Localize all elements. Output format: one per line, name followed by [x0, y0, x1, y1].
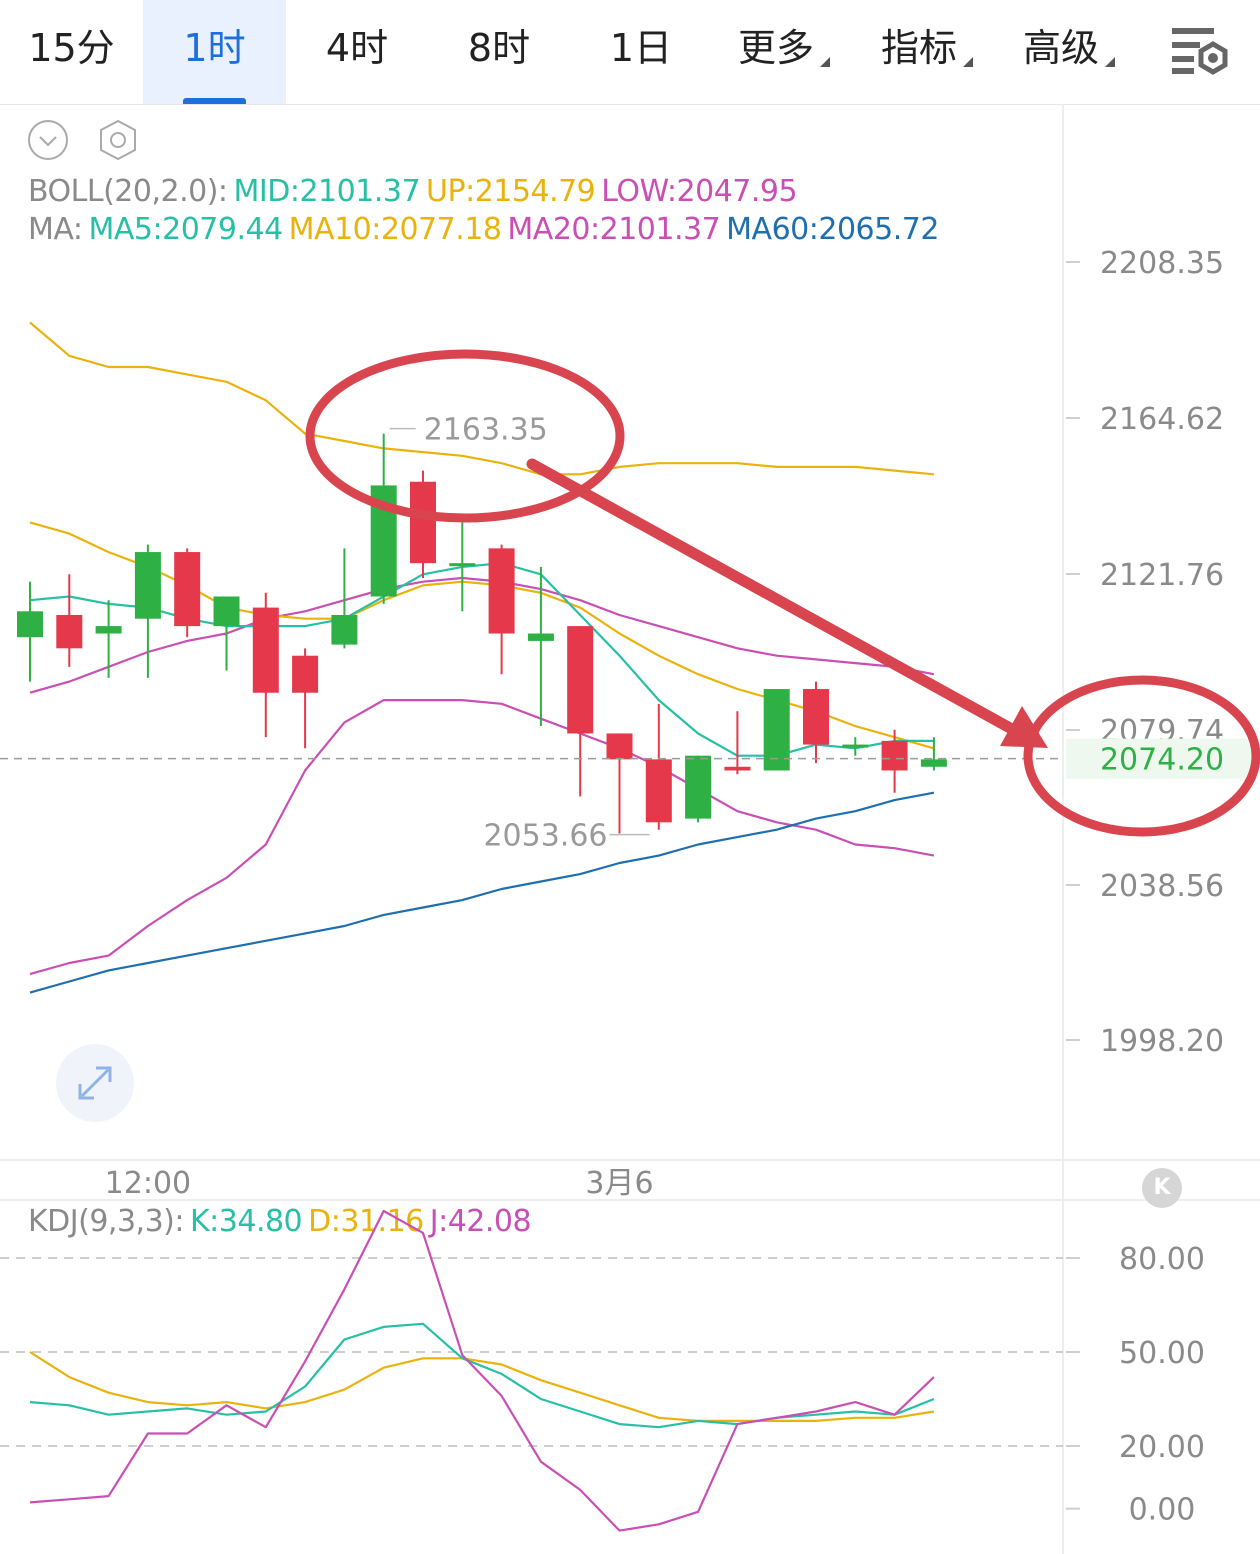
tab-5[interactable]: 更多 [712, 0, 856, 104]
price-tick-label: 2121.76 [1100, 558, 1224, 593]
candle-body [645, 759, 672, 823]
ma10-value: MA10:2077.18 [288, 212, 502, 247]
candle-body [803, 689, 829, 745]
high-circle-annotation [305, 349, 625, 523]
price-tick-label: 1998.20 [1100, 1024, 1224, 1059]
candle-body [174, 552, 201, 627]
kdj-tick-label: 20.00 [1119, 1430, 1205, 1465]
price-tick-label: 2164.62 [1100, 402, 1224, 437]
candle-body [920, 759, 947, 767]
high-price-label: 2163.35 [424, 413, 548, 448]
ma10-line [29, 521, 935, 750]
candle-body [410, 481, 436, 564]
ma60-value: MA60:2065.72 [726, 212, 939, 247]
indicator-settings-icon[interactable] [96, 118, 140, 162]
candle-body [449, 563, 476, 567]
tab-label: 1日 [609, 26, 673, 70]
jump-to-latest-icon[interactable]: K [1142, 1168, 1182, 1208]
current-price-label: 2074.20 [1100, 743, 1224, 778]
time-axis-label: 12:00 [105, 1166, 191, 1201]
candle-body [252, 607, 279, 693]
dropdown-caret-icon [963, 57, 973, 67]
main-plot [17, 321, 947, 994]
dropdown-caret-icon [1105, 57, 1115, 67]
boll-up-value: UP:2154.79 [426, 174, 596, 209]
kdj-label: KDJ(9,3,3): [28, 1204, 184, 1239]
candle-body [331, 614, 358, 645]
boll-mid-value: MID:2101.37 [233, 174, 421, 209]
tab-6[interactable]: 指标 [856, 0, 998, 104]
candle-body [527, 633, 554, 641]
ma5-value: MA5:2079.44 [88, 212, 284, 247]
tab-2[interactable]: 4时 [286, 0, 428, 104]
tab-label: 指标 [880, 26, 957, 70]
tab-3[interactable]: 8时 [428, 0, 570, 104]
candle-body [292, 655, 319, 693]
candle-body [56, 614, 83, 649]
kdj-legend: KDJ(9,3,3): K:34.80 D:31.16 J:42.08 [28, 1204, 537, 1239]
arrow-head-annotation [1000, 706, 1048, 748]
fullscreen-button[interactable] [56, 1044, 134, 1122]
kdj-d-value: D:31.16 [308, 1204, 424, 1239]
chart-settings-icon[interactable] [1170, 22, 1232, 78]
collapse-indicator-icon[interactable] [26, 118, 70, 162]
price-tick-label: 2208.35 [1100, 246, 1224, 281]
kdj-tick-label: 50.00 [1119, 1336, 1205, 1371]
boll-lower-line [29, 698, 935, 976]
dropdown-caret-icon [820, 57, 830, 67]
candle-body [134, 552, 161, 619]
tab-label: 更多 [737, 26, 814, 70]
tab-4[interactable]: 1日 [570, 0, 712, 104]
kdj-tick-label: 0.00 [1129, 1493, 1196, 1528]
candle-body [606, 733, 633, 760]
price-tick-label: 2038.56 [1100, 869, 1224, 904]
annotation-layer [305, 349, 1260, 837]
tab-label: 8时 [467, 26, 531, 70]
ma-legend: MA: MA5:2079.44 MA10:2077.18 MA20:2101.37 MA… [28, 212, 945, 247]
candle-body [213, 596, 240, 627]
boll-label: BOLL(20,2.0): [28, 174, 228, 209]
ma60-line [29, 791, 935, 994]
tab-label: 1时 [183, 26, 246, 70]
candle-body [763, 689, 790, 771]
target-circle-annotation [1023, 675, 1260, 837]
kdj-j-value: J:42.08 [429, 1204, 532, 1239]
candle-body [842, 744, 869, 748]
tab-label: 4时 [325, 26, 389, 70]
arrow-shaft-annotation [526, 458, 1016, 734]
candle-body [95, 626, 122, 634]
boll-legend: BOLL(20,2.0): MID:2101.37 UP:2154.79 LOW:20… [28, 174, 803, 209]
expand-icon [78, 1066, 112, 1100]
tab-label: 高级 [1022, 26, 1099, 70]
tab-7[interactable]: 高级 [998, 0, 1140, 104]
candle-body [881, 740, 908, 771]
kdj-d-line [29, 1351, 935, 1423]
ma5-line [29, 562, 934, 757]
candle-body [724, 766, 751, 771]
candle-body [488, 548, 515, 634]
boll-upper-line [29, 321, 935, 476]
tab-0[interactable]: 15分 [0, 0, 143, 104]
ma20-line [29, 576, 935, 694]
candle-body [685, 755, 712, 819]
candle-body [567, 626, 594, 734]
time-axis-label: 3月6 [585, 1166, 653, 1201]
tab-label: 15分 [28, 26, 115, 70]
boll-low-value: LOW:2047.95 [601, 174, 798, 209]
kdj-j-line [29, 1209, 935, 1532]
ma20-value: MA20:2101.37 [507, 212, 721, 247]
kdj-tick-label: 80.00 [1119, 1242, 1205, 1277]
tab-1[interactable]: 1时 [143, 0, 286, 104]
current-price-tag [1066, 738, 1256, 779]
ma-label: MA: [28, 212, 83, 247]
kdj-k-value: K:34.80 [189, 1204, 303, 1239]
low-price-label: 2053.66 [483, 819, 607, 854]
kdj-plot [29, 1209, 935, 1532]
candle-body [17, 611, 43, 638]
timeframe-tabbar: 15分 1时 4时 8时 1日 更多 指标 高级 [0, 0, 1260, 105]
